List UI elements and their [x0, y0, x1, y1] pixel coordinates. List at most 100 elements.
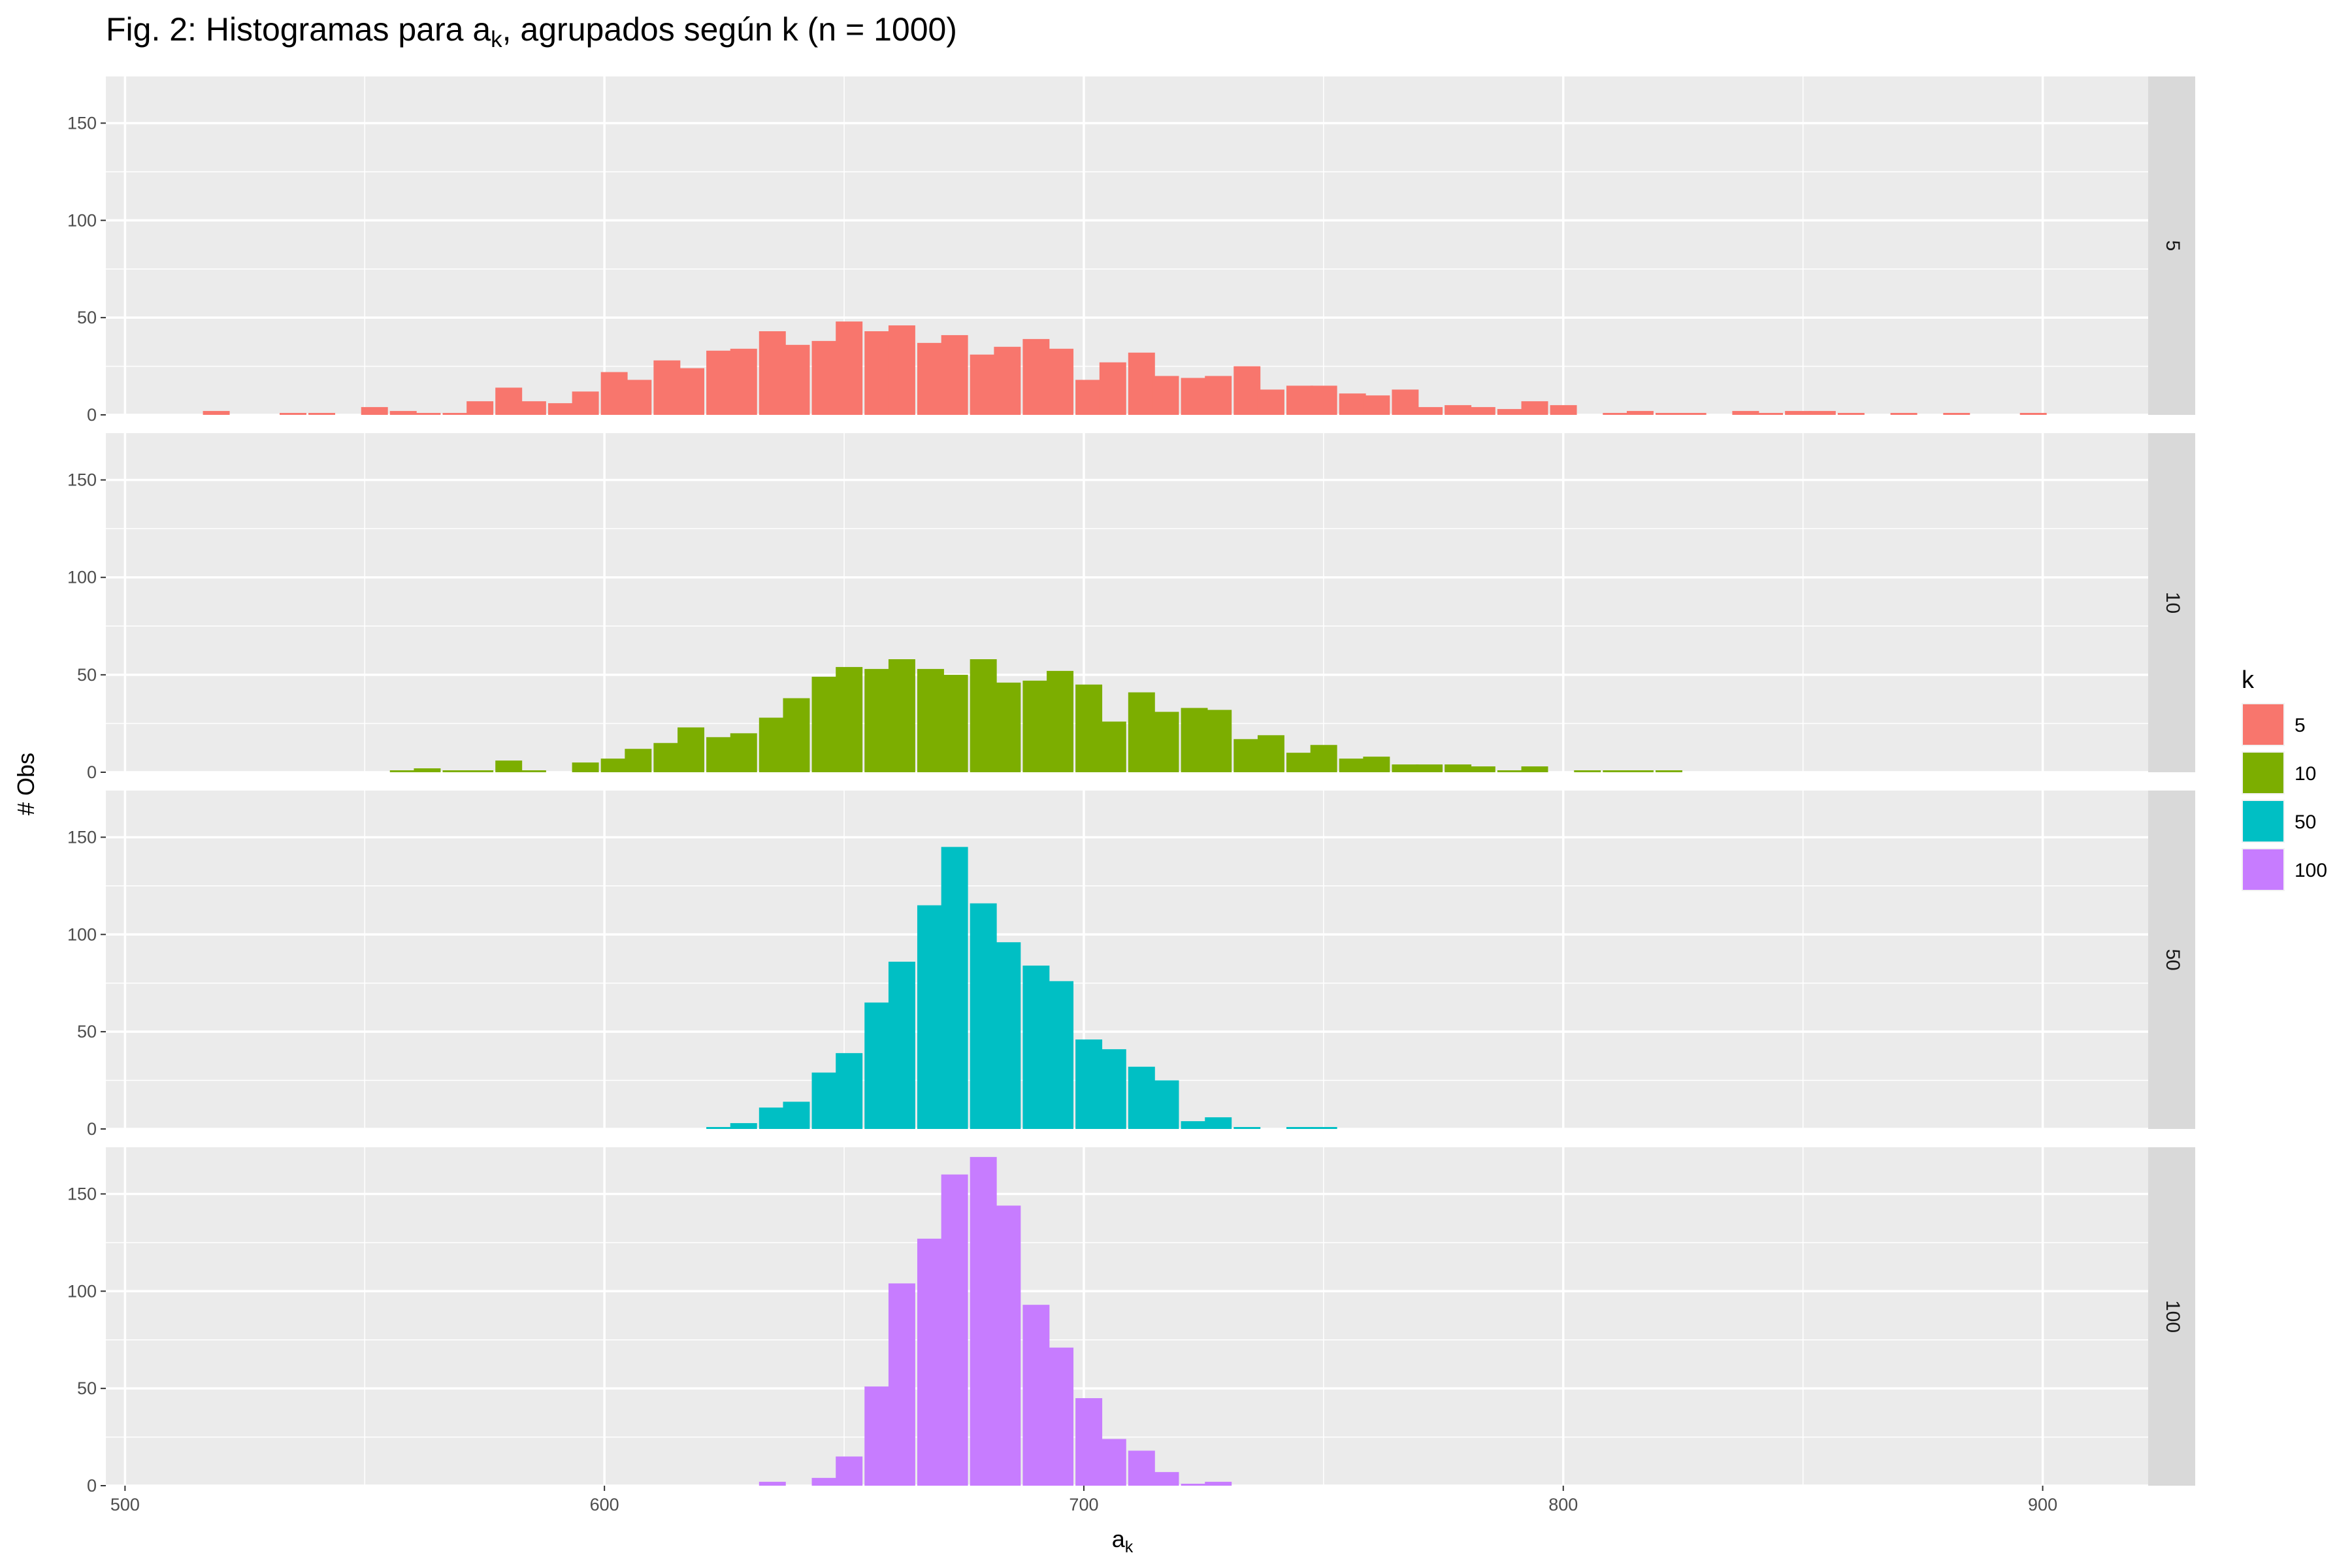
histogram-bar [1152, 711, 1179, 772]
x-axis: 500 600 700 800 900 [110, 1486, 2057, 1514]
histogram-bar [759, 1482, 786, 1486]
histogram-bar [836, 321, 863, 415]
histogram-bar [572, 391, 599, 415]
facet-strip-label: 5 [2162, 240, 2183, 252]
histogram-bar [1286, 753, 1313, 772]
x-axis-title: ak [1112, 1526, 1134, 1556]
histogram-bar [1075, 684, 1103, 772]
histogram-bar [1075, 1039, 1103, 1129]
histogram-bar [442, 770, 470, 772]
histogram-bar [706, 350, 734, 415]
y-tick-label: 150 [67, 827, 97, 847]
histogram-bar [1679, 413, 1707, 415]
histogram-bar [1233, 366, 1261, 415]
histogram-bar [1363, 757, 1390, 772]
histogram-bar [1656, 413, 1682, 415]
histogram-bar [1047, 670, 1074, 772]
facet-strip-label: 10 [2162, 592, 2183, 613]
histogram-bar [836, 666, 863, 772]
y-tick-label: 150 [67, 113, 97, 133]
histogram-bar [1233, 1127, 1261, 1129]
histogram-bar [653, 360, 681, 415]
y-tick-label: 150 [67, 470, 97, 490]
legend-swatch-100 [2243, 849, 2283, 890]
y-tick-label: 0 [87, 405, 97, 425]
histogram-bar [759, 331, 786, 415]
histogram-bar [442, 413, 470, 415]
histogram-bar [706, 737, 734, 772]
histogram-bar [1521, 766, 1548, 772]
histogram-bar [1756, 413, 1784, 415]
histogram-bar [1075, 1398, 1103, 1486]
histogram-bar [414, 413, 441, 415]
histogram-bar [1233, 739, 1261, 772]
panel-background [106, 433, 2148, 772]
histogram-bar [1497, 770, 1524, 772]
facet-panel-10: 0 50 100 150 10 [67, 433, 2195, 782]
histogram-bar [625, 380, 652, 415]
histogram-bar [1128, 692, 1155, 772]
histogram-bar [495, 387, 523, 415]
histogram-bar [547, 403, 575, 415]
legend-label-5: 5 [2295, 715, 2306, 736]
histogram-bar [414, 768, 441, 772]
histogram-bar [917, 342, 944, 415]
histogram-bar [1574, 770, 1601, 772]
histogram-bar [783, 698, 810, 772]
histogram-bar [706, 1127, 734, 1129]
histogram-bar [678, 727, 705, 772]
legend-label-50: 50 [2295, 811, 2316, 833]
legend-label-10: 10 [2295, 763, 2316, 785]
x-axis-title-subscript: k [1125, 1538, 1134, 1556]
histogram-bar [730, 733, 757, 772]
histogram-bar [1286, 385, 1313, 415]
histogram-bar [864, 331, 892, 415]
histogram-bar [888, 659, 915, 772]
histogram-bar [1128, 352, 1155, 415]
histogram-bar [1392, 764, 1419, 772]
histogram-bar [811, 1072, 839, 1129]
histogram-bar [572, 762, 599, 772]
histogram-bar [1152, 1472, 1179, 1486]
histogram-bar [1808, 411, 1836, 415]
histogram-bar [203, 411, 230, 415]
histogram-bar [1416, 407, 1443, 415]
histogram-bar [1022, 1305, 1050, 1486]
y-tick-label: 100 [67, 210, 97, 230]
histogram-bar [1047, 1347, 1074, 1486]
histogram-bar [888, 961, 915, 1129]
histogram-bar [783, 1102, 810, 1129]
histogram-bar [1099, 1049, 1126, 1129]
histogram-bar [1205, 710, 1232, 772]
histogram-bar [1099, 362, 1126, 415]
histogram-bar [730, 1123, 757, 1129]
histogram-bar [994, 942, 1021, 1129]
histogram-bar [1128, 1450, 1155, 1486]
histogram-bar [1047, 348, 1074, 415]
histogram-bar [941, 847, 968, 1129]
histogram-bar [1152, 376, 1179, 415]
histogram-bar [361, 407, 388, 415]
histogram-bar [519, 770, 546, 772]
y-tick-label: 50 [77, 1022, 97, 1041]
histogram-bar [811, 340, 839, 415]
histogram-bar [917, 668, 944, 772]
y-tick-label: 0 [87, 762, 97, 782]
y-tick-label: 100 [67, 568, 97, 587]
facet-strip [2148, 1147, 2195, 1486]
y-axis-title: # Obs [12, 753, 39, 815]
histogram-bar [783, 344, 810, 415]
histogram-bar [1603, 413, 1630, 415]
histogram-bar [495, 760, 523, 772]
x-axis-title-main: a [1112, 1526, 1126, 1552]
histogram-bar [864, 668, 892, 772]
histogram-bar [970, 903, 997, 1129]
histogram-bar [1152, 1080, 1179, 1129]
y-tick-label: 150 [67, 1184, 97, 1203]
facet-panel-5: 0 50 100 150 5 [67, 76, 2195, 425]
histogram-bar [1468, 407, 1495, 415]
histogram-bar [1205, 376, 1232, 415]
facet-panels: 0501001505050100150100501001505005010015… [67, 76, 2195, 1495]
histogram-bar [466, 770, 494, 772]
histogram-bar [1099, 1439, 1126, 1486]
